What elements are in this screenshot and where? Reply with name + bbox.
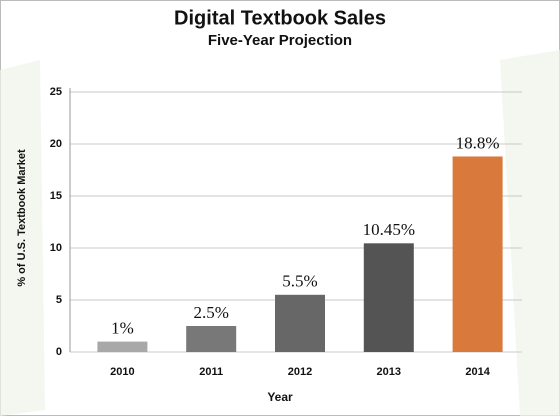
y-tick-label: 15 [50,190,62,202]
x-tick-label: 2012 [288,366,312,378]
data-label: 18.8% [456,133,500,152]
bar [97,341,148,352]
x-tick-label: 2013 [377,366,401,378]
data-label: 1% [111,319,134,338]
bar [452,156,503,352]
x-tick-label: 2014 [465,366,490,378]
data-label: 10.45% [363,220,415,239]
y-axis-label: % of U.S. Textbook Market [16,149,28,287]
y-tick-label: 0 [56,346,62,358]
x-tick-label: 2011 [199,366,223,378]
background-shape [500,50,560,416]
y-tick-label: 25 [50,86,62,98]
chart-title: Digital Textbook Sales [174,7,386,29]
bar [275,294,325,352]
data-label: 5.5% [282,272,317,291]
chart-subtitle: Five-Year Projection [208,32,352,49]
bar [186,326,237,352]
bar [363,243,414,352]
data-label: 2.5% [193,303,228,322]
y-tick-label: 20 [50,138,62,150]
y-tick-label: 5 [56,294,62,306]
background-shape [0,60,45,416]
y-tick-label: 10 [50,242,62,254]
x-axis-label: Year [267,390,293,404]
x-tick-label: 2010 [110,366,134,378]
